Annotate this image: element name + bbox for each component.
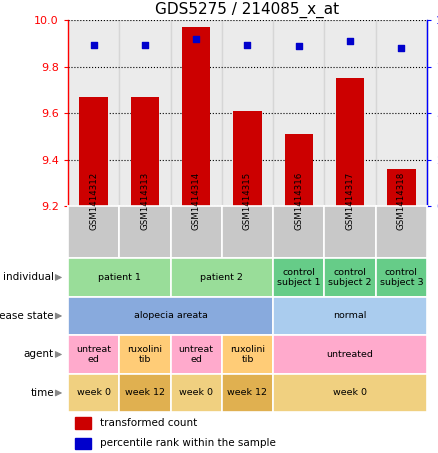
- Point: [90, 41, 97, 48]
- Text: GSM1414314: GSM1414314: [192, 171, 201, 230]
- Bar: [285, 134, 313, 206]
- Text: ruxolini
tib: ruxolini tib: [127, 345, 162, 364]
- Text: ruxolini
tib: ruxolini tib: [230, 345, 265, 364]
- Text: week 0: week 0: [77, 389, 110, 397]
- Bar: [79, 97, 108, 206]
- Text: GSM1414318: GSM1414318: [397, 171, 406, 230]
- Bar: [222, 20, 273, 206]
- Bar: [387, 169, 416, 206]
- Bar: [182, 27, 210, 206]
- Text: patient 1: patient 1: [98, 273, 141, 282]
- Text: week 0: week 0: [333, 389, 367, 397]
- Bar: [233, 111, 261, 206]
- Text: transformed count: transformed count: [100, 418, 198, 428]
- Point: [244, 41, 251, 48]
- Bar: [336, 78, 364, 206]
- Bar: [170, 20, 222, 206]
- Text: untreated: untreated: [327, 350, 374, 359]
- Text: GSM1414312: GSM1414312: [89, 171, 98, 230]
- Bar: [75, 417, 91, 429]
- Text: GSM1414315: GSM1414315: [243, 171, 252, 230]
- Title: GDS5275 / 214085_x_at: GDS5275 / 214085_x_at: [155, 1, 339, 18]
- Bar: [131, 97, 159, 206]
- Bar: [376, 20, 427, 206]
- Text: normal: normal: [333, 312, 367, 320]
- Bar: [273, 20, 325, 206]
- Text: week 12: week 12: [227, 389, 268, 397]
- Text: agent: agent: [24, 349, 54, 360]
- Text: disease state: disease state: [0, 311, 54, 321]
- Bar: [68, 20, 119, 206]
- Text: GSM1414313: GSM1414313: [140, 171, 149, 230]
- Text: alopecia areata: alopecia areata: [134, 312, 208, 320]
- Text: week 12: week 12: [125, 389, 165, 397]
- Bar: [325, 20, 376, 206]
- Bar: [119, 20, 170, 206]
- Text: control
subject 3: control subject 3: [380, 268, 423, 287]
- Point: [295, 43, 302, 50]
- Bar: [75, 438, 91, 449]
- Point: [346, 37, 353, 44]
- Text: control
subject 1: control subject 1: [277, 268, 321, 287]
- Point: [193, 35, 200, 43]
- Text: GSM1414316: GSM1414316: [294, 171, 303, 230]
- Text: untreat
ed: untreat ed: [179, 345, 214, 364]
- Text: time: time: [30, 388, 54, 398]
- Text: control
subject 2: control subject 2: [328, 268, 372, 287]
- Point: [398, 45, 405, 52]
- Text: patient 2: patient 2: [200, 273, 243, 282]
- Text: GSM1414317: GSM1414317: [346, 171, 355, 230]
- Text: week 0: week 0: [179, 389, 213, 397]
- Point: [141, 41, 148, 48]
- Text: individual: individual: [3, 272, 54, 283]
- Text: untreat
ed: untreat ed: [76, 345, 111, 364]
- Text: percentile rank within the sample: percentile rank within the sample: [100, 438, 276, 448]
